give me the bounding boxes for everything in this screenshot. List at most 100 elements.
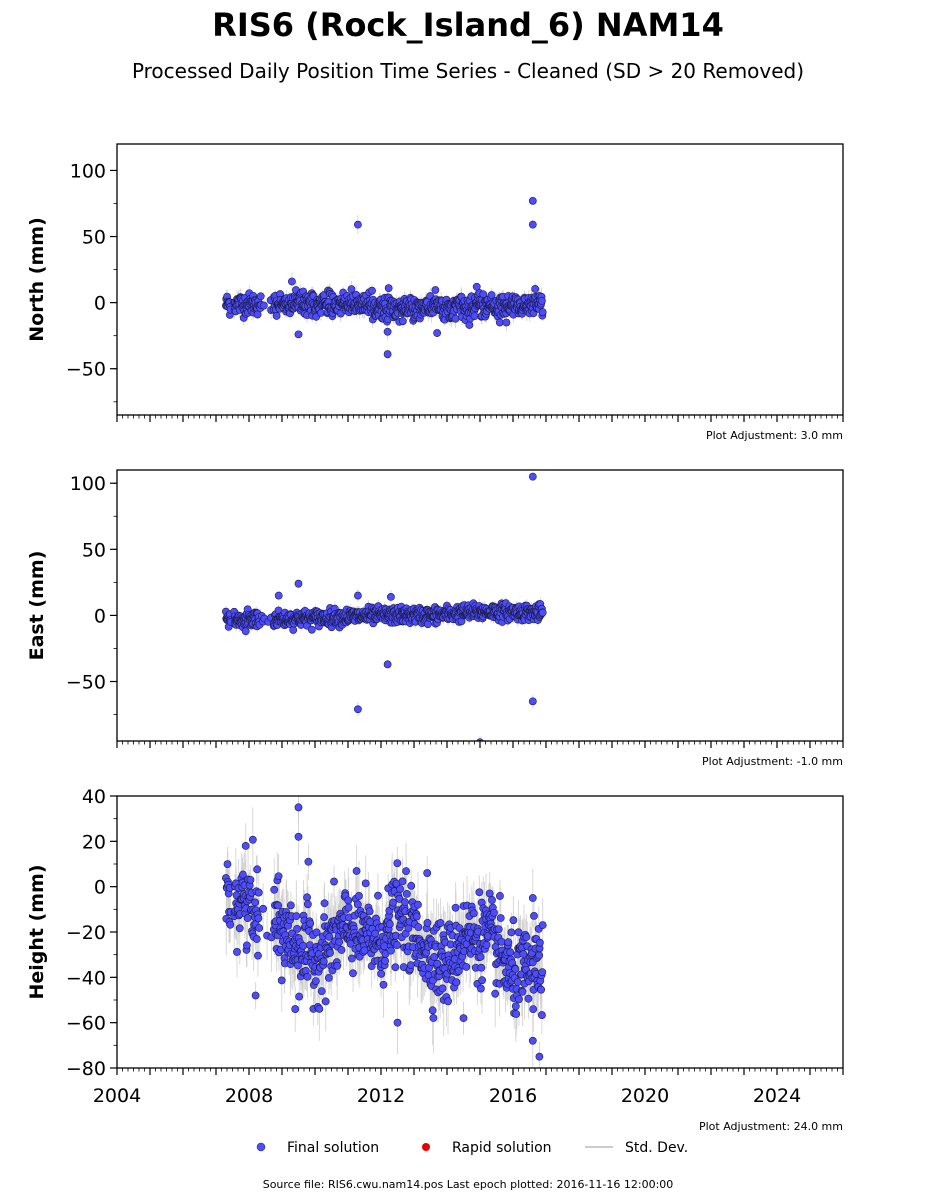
data-point — [536, 938, 544, 947]
data-point — [383, 327, 392, 336]
y-tick-label: 50 — [82, 227, 106, 249]
data-point — [353, 900, 362, 909]
data-point — [428, 1006, 437, 1015]
data-point — [477, 984, 485, 993]
data-point — [488, 896, 496, 904]
data-point — [402, 867, 410, 876]
data-point — [365, 907, 374, 916]
panels: 100 50 0 −50 North (mm) Plot Adjustment: 3.0 … — [26, 143, 844, 1133]
data-point — [381, 956, 389, 965]
data-point — [528, 220, 537, 229]
data-point — [384, 284, 393, 293]
data-point — [386, 593, 395, 601]
data-point — [530, 911, 538, 920]
data-point — [295, 992, 304, 1001]
data-point — [347, 285, 356, 294]
data-point — [292, 912, 301, 921]
panel-1-frame — [116, 143, 844, 416]
data-point — [470, 312, 479, 321]
data-point — [243, 914, 252, 922]
data-point — [387, 946, 395, 955]
data-point — [368, 286, 376, 295]
data-point — [379, 980, 388, 989]
data-point — [496, 892, 504, 900]
data-point — [337, 946, 346, 954]
data-point — [472, 282, 481, 291]
data-point — [377, 969, 386, 978]
data-point — [538, 921, 547, 930]
data-point — [291, 1005, 300, 1013]
data-point — [430, 953, 439, 961]
data-point — [254, 914, 263, 923]
data-point — [233, 948, 241, 956]
data-point — [535, 951, 544, 960]
data-point — [260, 301, 268, 310]
data-point — [475, 888, 484, 897]
y-axis-label: East (mm) — [26, 551, 48, 661]
data-point — [317, 987, 326, 995]
data-point — [254, 888, 263, 897]
data-point — [272, 312, 281, 320]
data-point — [490, 908, 498, 917]
y-tick-label: 50 — [82, 539, 106, 561]
data-point — [251, 898, 260, 907]
data-point — [515, 995, 523, 1004]
data-point — [325, 932, 334, 941]
data-point — [303, 893, 311, 902]
data-point — [444, 997, 452, 1006]
data-point — [528, 1036, 537, 1045]
data-point — [347, 954, 356, 963]
data-point — [330, 877, 338, 886]
chart-title: RIS6 (Rock_Island_6) NAM14 — [212, 6, 724, 44]
data-point — [511, 1002, 520, 1011]
data-point — [255, 924, 264, 932]
data-point — [241, 841, 250, 850]
y-tick-label: 0 — [94, 293, 106, 315]
data-point — [311, 977, 320, 986]
data-point — [538, 608, 547, 617]
data-point — [277, 976, 286, 985]
data-point — [294, 803, 303, 812]
data-point — [333, 961, 342, 970]
data-point — [407, 881, 416, 890]
data-point — [242, 941, 251, 950]
data-point — [423, 620, 432, 629]
data-point — [400, 898, 409, 907]
data-point — [248, 835, 257, 844]
data-point — [294, 330, 303, 339]
data-point — [274, 591, 283, 600]
data-point — [454, 967, 463, 975]
data-point — [538, 968, 547, 977]
data-point — [223, 860, 232, 869]
data-point — [253, 865, 262, 874]
data-point — [404, 924, 413, 933]
data-point — [451, 314, 460, 323]
data-point — [528, 472, 537, 481]
data-point — [254, 951, 262, 960]
data-point — [335, 938, 344, 946]
data-point — [286, 901, 295, 910]
panel-1: 100 50 0 −50 North (mm) Plot Adjustment: 3.0 … — [26, 143, 844, 442]
data-point — [431, 286, 440, 294]
data-point — [352, 867, 361, 875]
data-point — [320, 899, 329, 908]
panel-1-data — [221, 196, 547, 359]
data-point — [299, 941, 308, 950]
data-point — [507, 928, 516, 937]
data-point — [459, 1014, 468, 1023]
data-point — [307, 625, 316, 634]
data-point — [235, 924, 244, 933]
data-point — [253, 310, 262, 319]
data-point — [535, 1052, 544, 1061]
data-point — [393, 859, 402, 868]
data-point — [226, 920, 235, 929]
data-point — [538, 296, 546, 305]
data-point — [319, 957, 328, 966]
data-point — [438, 984, 447, 993]
data-point — [502, 318, 511, 327]
data-point — [495, 318, 504, 327]
data-point — [320, 913, 329, 922]
data-point — [270, 885, 279, 894]
data-point — [414, 923, 423, 932]
